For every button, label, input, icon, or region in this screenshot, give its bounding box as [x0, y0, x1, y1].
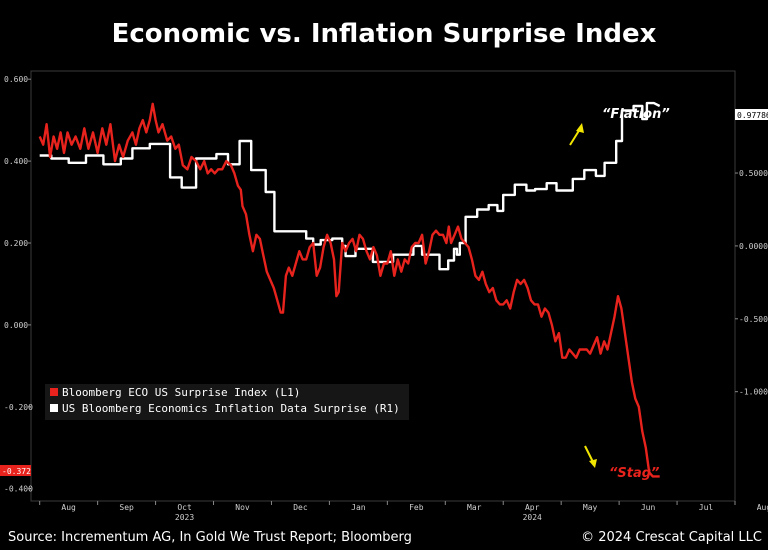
badge-left-value: -0.372 — [2, 467, 31, 476]
annotation-stag-text: “Stag” — [609, 466, 659, 481]
badge-right: 0.97786 — [735, 109, 768, 120]
annotation-flation-text: “Flation” — [602, 107, 670, 122]
x-tick-label: Oct — [177, 503, 192, 512]
left-tick-label: 0.200 — [4, 239, 28, 248]
left-tick-label: 0.400 — [4, 157, 28, 166]
arrow-up-head-icon — [576, 123, 584, 133]
left-tick-label: 0.000 — [4, 321, 28, 330]
x-tick-label: Feb — [409, 503, 424, 512]
legend-label-inflation: US Bloomberg Economics Inflation Data Su… — [62, 402, 400, 415]
badge-right-value: 0.97786 — [737, 111, 768, 120]
arrow-down-icon — [584, 445, 594, 463]
x-tick-label: Apr — [525, 503, 540, 512]
chart-title: Economic vs. Inflation Surprise Index — [112, 19, 657, 49]
x-tick-label: Dec — [293, 503, 308, 512]
x-tick-label: Aug — [61, 503, 76, 512]
left-axis: 0.600 0.400 0.200 0.000 -0.200 -0.400 — [4, 75, 33, 494]
x-year-label: 2023 — [175, 513, 194, 522]
series-line-eco — [38, 102, 660, 478]
badge-right-background — [735, 109, 768, 120]
x-tick-label: Aug — [757, 503, 768, 512]
x-tick-label: Nov — [235, 503, 250, 512]
plot-frame — [30, 70, 736, 502]
source-text: Source: Incrementum AG, In Gold We Trust… — [8, 530, 412, 545]
badge-left-background — [0, 465, 31, 476]
x-year-label: 2024 — [523, 513, 542, 522]
copyright-text: © 2024 Crescat Capital LLC — [581, 530, 762, 545]
badge-left: -0.372 — [0, 465, 31, 476]
x-tick-label: Jul — [699, 503, 714, 512]
left-tick-label: 0.600 — [4, 75, 28, 84]
x-tick-label: Sep — [119, 503, 134, 512]
series-layer — [38, 101, 661, 478]
arrow-up-icon — [569, 128, 581, 146]
legend: Bloomberg ECO US Surprise Index (L1) US … — [45, 384, 409, 420]
annotation-flation: “Flation” — [569, 107, 670, 146]
right-tick-label: -1.00000 — [739, 388, 768, 397]
x-tick-label: Jan — [351, 503, 366, 512]
annotation-stag: “Stag” — [584, 445, 659, 481]
left-tick-label: -0.400 — [4, 485, 33, 494]
x-tick-label: May — [583, 503, 598, 512]
x-tick-label: Mar — [467, 503, 482, 512]
legend-label-eco: Bloomberg ECO US Surprise Index (L1) — [62, 386, 300, 399]
legend-swatch-inflation — [50, 404, 58, 412]
left-tick-label: -0.200 — [4, 403, 33, 412]
x-tick-label: Jun — [641, 503, 656, 512]
legend-background — [45, 384, 409, 420]
right-tick-label: 0.00000 — [739, 242, 768, 251]
legend-swatch-eco — [50, 388, 58, 396]
arrow-down-head-icon — [589, 459, 597, 468]
